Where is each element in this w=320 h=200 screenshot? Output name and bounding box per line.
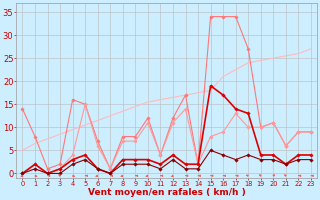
X-axis label: Vent moyen/en rafales ( km/h ): Vent moyen/en rafales ( km/h ) bbox=[88, 188, 245, 197]
